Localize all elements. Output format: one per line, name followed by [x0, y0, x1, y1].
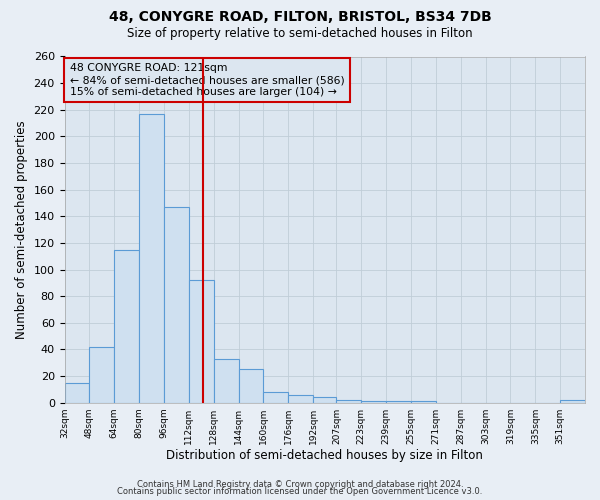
Bar: [89, 347, 114, 403]
Bar: [337, 400, 361, 402]
Bar: [189, 280, 214, 402]
Text: Contains HM Land Registry data © Crown copyright and database right 2024.: Contains HM Land Registry data © Crown c…: [137, 480, 463, 489]
Bar: [164, 207, 189, 402]
Bar: [288, 394, 313, 402]
Text: 48 CONYGRE ROAD: 121sqm
← 84% of semi-detached houses are smaller (586)
15% of s: 48 CONYGRE ROAD: 121sqm ← 84% of semi-de…: [70, 64, 344, 96]
Bar: [114, 250, 139, 402]
Y-axis label: Number of semi-detached properties: Number of semi-detached properties: [15, 120, 28, 339]
Bar: [239, 370, 263, 402]
Bar: [313, 398, 337, 402]
Text: Size of property relative to semi-detached houses in Filton: Size of property relative to semi-detach…: [127, 28, 473, 40]
Bar: [139, 114, 164, 403]
Bar: [214, 359, 239, 403]
Text: 48, CONYGRE ROAD, FILTON, BRISTOL, BS34 7DB: 48, CONYGRE ROAD, FILTON, BRISTOL, BS34 …: [109, 10, 491, 24]
X-axis label: Distribution of semi-detached houses by size in Filton: Distribution of semi-detached houses by …: [166, 450, 483, 462]
Bar: [263, 392, 288, 402]
Bar: [560, 400, 585, 402]
Text: Contains public sector information licensed under the Open Government Licence v3: Contains public sector information licen…: [118, 488, 482, 496]
Bar: [65, 382, 89, 402]
